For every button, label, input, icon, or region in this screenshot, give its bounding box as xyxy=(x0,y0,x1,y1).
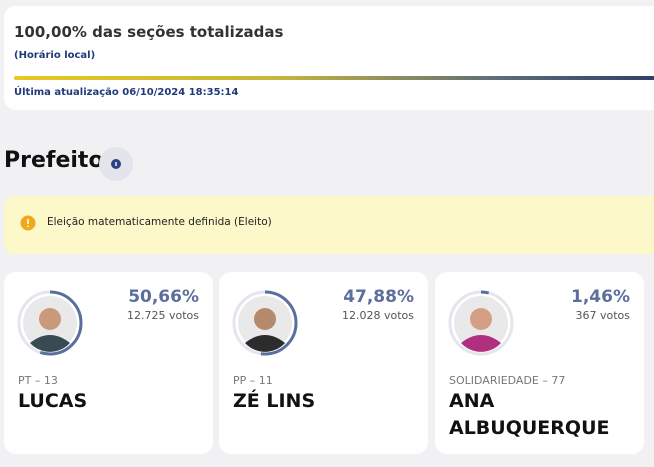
status-card: 100,00% das seções totalizadas (Horário … xyxy=(4,6,654,110)
notice-text: Eleição matematicamente definida (Eleito… xyxy=(47,216,272,228)
section-title: Prefeito xyxy=(4,148,104,173)
candidate-card[interactable]: 50,66% 12.725 votos PT – 13 LUCAS xyxy=(4,272,213,454)
info-button[interactable] xyxy=(98,146,134,182)
percent: 1,46% xyxy=(571,287,630,307)
candidate-name: ANA ALBUQUERQUE xyxy=(449,390,610,439)
progress-bar xyxy=(14,76,654,80)
candidate-photo xyxy=(448,290,514,356)
notice-banner: Eleição matematicamente definida (Eleito… xyxy=(4,196,654,254)
votes: 367 votos xyxy=(575,309,630,322)
party: SOLIDARIEDADE – 77 xyxy=(449,374,566,387)
candidate-card[interactable]: 1,46% 367 votos SOLIDARIEDADE – 77 ANA A… xyxy=(435,272,644,454)
votes: 12.725 votos xyxy=(127,309,199,322)
party: PP – 11 xyxy=(233,374,273,387)
candidate-name: LUCAS xyxy=(18,390,88,412)
warning-icon xyxy=(20,215,36,231)
candidate-name: ZÉ LINS xyxy=(233,390,316,412)
votes: 12.028 votos xyxy=(342,309,414,322)
candidate-card[interactable]: 47,88% 12.028 votos PP – 11 ZÉ LINS xyxy=(219,272,428,454)
party: PT – 13 xyxy=(18,374,58,387)
last-update: Última atualização 06/10/2024 18:35:14 xyxy=(14,87,239,98)
progress-text: 100,00% das seções totalizadas xyxy=(14,23,284,41)
candidate-photo xyxy=(232,290,298,356)
candidate-photo xyxy=(17,290,83,356)
percent: 47,88% xyxy=(343,287,414,307)
timezone: (Horário local) xyxy=(14,50,96,61)
percent: 50,66% xyxy=(128,287,199,307)
